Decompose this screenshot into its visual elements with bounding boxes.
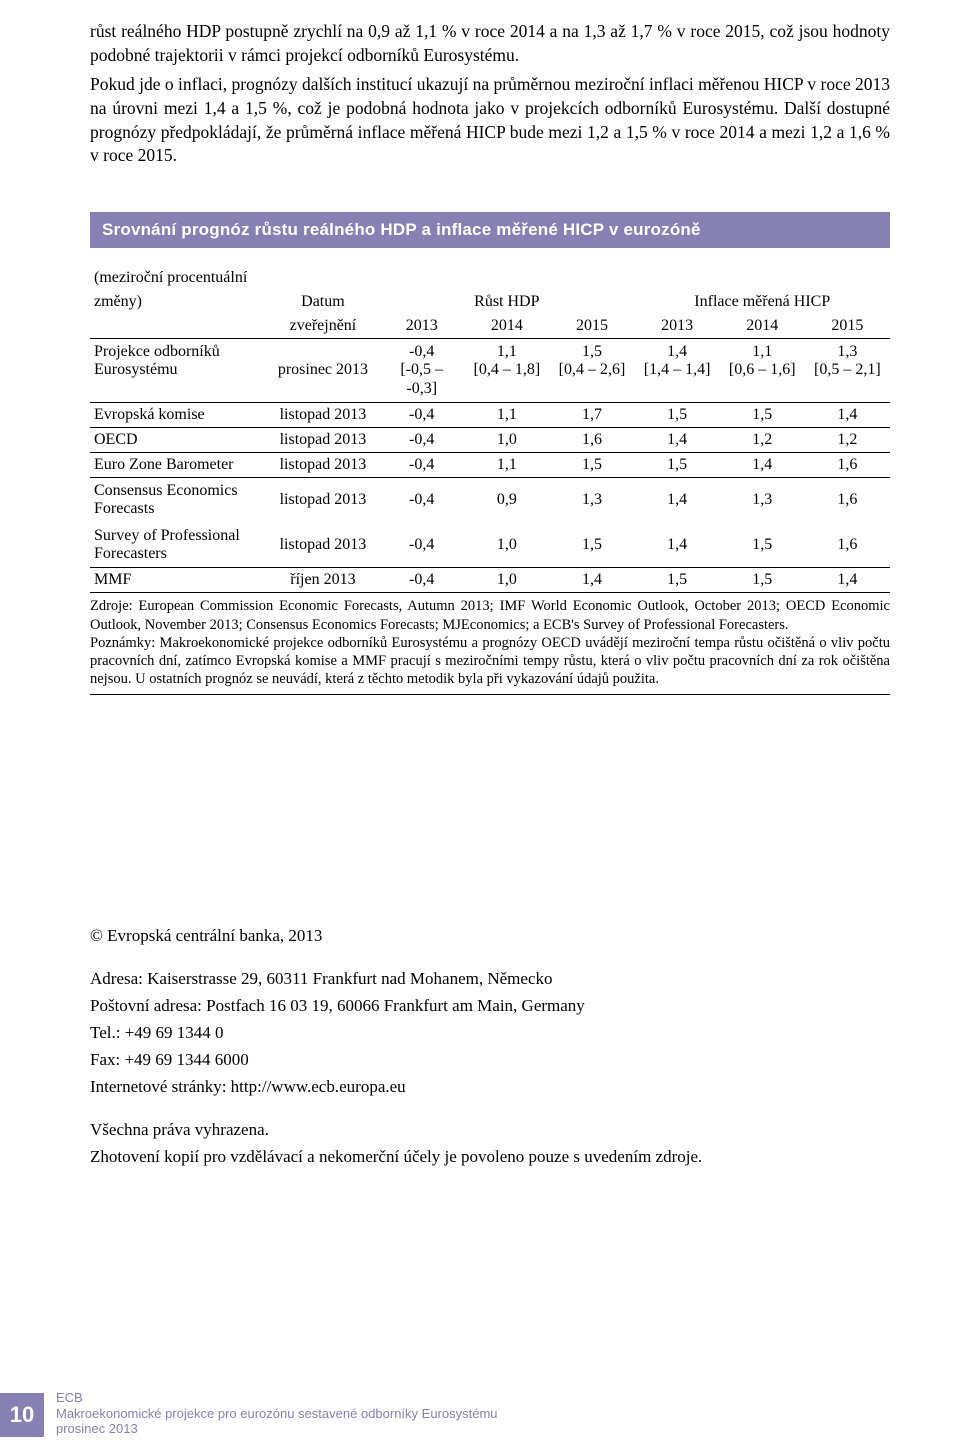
row4-c2: 1,3: [549, 477, 634, 522]
row2-label: OECD: [90, 427, 267, 452]
row5-c4: 1,5: [720, 523, 805, 568]
row2-c5: 1,2: [805, 427, 890, 452]
reproduction-note: Zhotovení kopií pro vzdělávací a nekomer…: [90, 1146, 890, 1169]
row0-c3: 1,4[1,4 – 1,4]: [635, 338, 720, 402]
yr-0: 2013: [379, 314, 464, 339]
col-date-header: Datum: [267, 290, 379, 314]
address: Adresa: Kaiserstrasse 29, 60311 Frankfur…: [90, 968, 890, 991]
row4-c3: 1,4: [635, 477, 720, 522]
row3-label: Euro Zone Barometer: [90, 452, 267, 477]
row4-c0: -0,4: [379, 477, 464, 522]
fax: Fax: +49 69 1344 6000: [90, 1049, 890, 1072]
page-footer: 10 ECB Makroekonomické projekce pro euro…: [0, 1390, 498, 1437]
paragraph-1: růst reálného HDP postupně zrychlí na 0,…: [90, 20, 890, 67]
row5-c1: 1,0: [464, 523, 549, 568]
head-note-l2: změny): [90, 290, 267, 314]
telephone: Tel.: +49 69 1344 0: [90, 1022, 890, 1045]
row0-c0: -0,4[-0,5 – -0,3]: [379, 338, 464, 402]
row0-date: prosinec 2013: [267, 338, 379, 402]
row4-c4: 1,3: [720, 477, 805, 522]
row1-c5: 1,4: [805, 402, 890, 427]
row3-c5: 1,6: [805, 452, 890, 477]
row6-c2: 1,4: [549, 568, 634, 593]
row5-c3: 1,4: [635, 523, 720, 568]
table-notes: Zdroje: European Commission Economic For…: [90, 593, 890, 695]
row2-c1: 1,0: [464, 427, 549, 452]
row5-c5: 1,6: [805, 523, 890, 568]
row4-date: listopad 2013: [267, 477, 379, 522]
row1-c1: 1,1: [464, 402, 549, 427]
yr-4: 2014: [720, 314, 805, 339]
row3-c1: 1,1: [464, 452, 549, 477]
yr-5: 2015: [805, 314, 890, 339]
row4-label: Consensus EconomicsForecasts: [90, 477, 267, 522]
postal-address: Poštovní adresa: Postfach 16 03 19, 6006…: [90, 995, 890, 1018]
row2-date: listopad 2013: [267, 427, 379, 452]
row4-c5: 1,6: [805, 477, 890, 522]
row3-c2: 1,5: [549, 452, 634, 477]
table-title-banner: Srovnání prognóz růstu reálného HDP a in…: [90, 212, 890, 248]
row1-c3: 1,5: [635, 402, 720, 427]
row5-c0: -0,4: [379, 523, 464, 568]
yr-1: 2014: [464, 314, 549, 339]
imprint-block: © Evropská centrální banka, 2013 Adresa:…: [90, 925, 890, 1169]
row6-c5: 1,4: [805, 568, 890, 593]
row1-c4: 1,5: [720, 402, 805, 427]
row5-label: Survey of ProfessionalForecasters: [90, 523, 267, 568]
row1-c0: -0,4: [379, 402, 464, 427]
website: Internetové stránky: http://www.ecb.euro…: [90, 1076, 890, 1099]
publication-info: ECB Makroekonomické projekce pro eurozón…: [56, 1390, 498, 1437]
row6-date: říjen 2013: [267, 568, 379, 593]
row3-c0: -0,4: [379, 452, 464, 477]
row5-c2: 1,5: [549, 523, 634, 568]
copyright: © Evropská centrální banka, 2013: [90, 925, 890, 948]
row3-c4: 1,4: [720, 452, 805, 477]
row0-c5: 1,3[0,5 – 2,1]: [805, 338, 890, 402]
col-group-gdp: Růst HDP: [379, 290, 634, 314]
col-group-hicp: Inflace měřená HICP: [635, 290, 890, 314]
row6-c4: 1,5: [720, 568, 805, 593]
row2-c2: 1,6: [549, 427, 634, 452]
row6-c1: 1,0: [464, 568, 549, 593]
row6-c3: 1,5: [635, 568, 720, 593]
row2-c4: 1,2: [720, 427, 805, 452]
rights-reserved: Všechna práva vyhrazena.: [90, 1119, 890, 1142]
row0-c4: 1,1[0,6 – 1,6]: [720, 338, 805, 402]
row1-label: Evropská komise: [90, 402, 267, 427]
page-number: 10: [0, 1393, 44, 1437]
yr-2: 2015: [549, 314, 634, 339]
row3-date: listopad 2013: [267, 452, 379, 477]
col-date-sub: zveřejnění: [267, 314, 379, 339]
row0-c1: 1,1[0,4 – 1,8]: [464, 338, 549, 402]
forecast-comparison-table: (meziroční procentuální změny) Datum Růs…: [90, 266, 890, 594]
head-note-l1: (meziroční procentuální: [90, 266, 267, 290]
row1-c2: 1,7: [549, 402, 634, 427]
paragraph-2: Pokud jde o inflaci, prognózy dalších in…: [90, 73, 890, 168]
row0-label: Projekce odborníkůEurosystému: [90, 338, 267, 402]
yr-3: 2013: [635, 314, 720, 339]
row5-date: listopad 2013: [267, 523, 379, 568]
row4-c1: 0,9: [464, 477, 549, 522]
row1-date: listopad 2013: [267, 402, 379, 427]
row2-c0: -0,4: [379, 427, 464, 452]
row3-c3: 1,5: [635, 452, 720, 477]
row6-c0: -0,4: [379, 568, 464, 593]
row0-c2: 1,5[0,4 – 2,6]: [549, 338, 634, 402]
row2-c3: 1,4: [635, 427, 720, 452]
row6-label: MMF: [90, 568, 267, 593]
